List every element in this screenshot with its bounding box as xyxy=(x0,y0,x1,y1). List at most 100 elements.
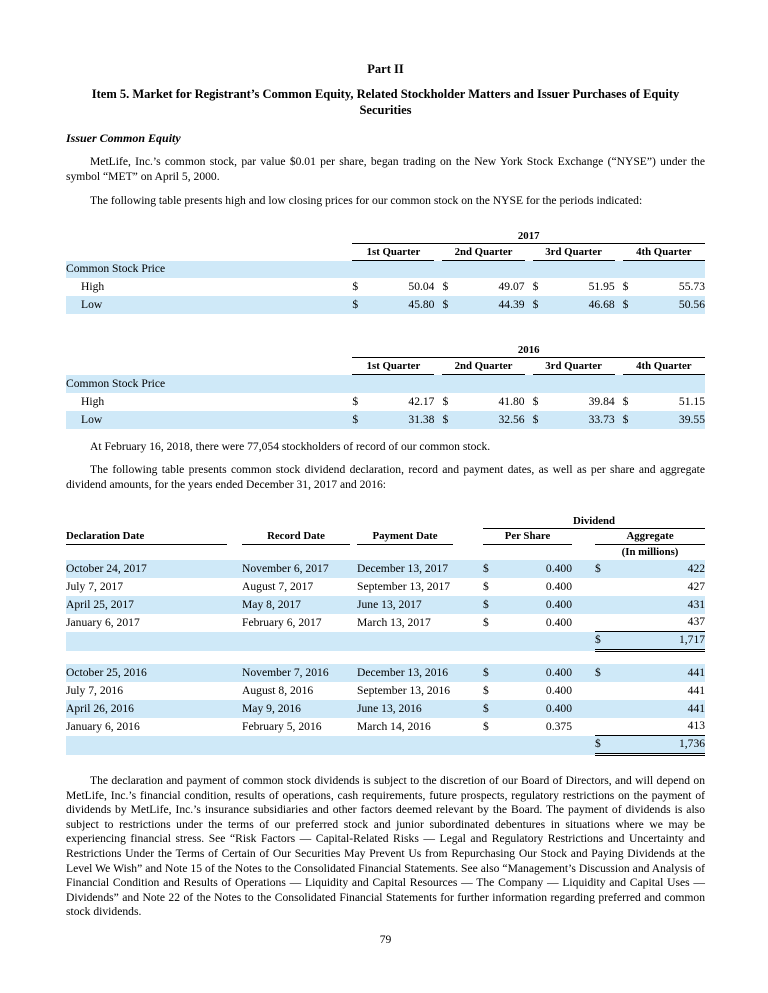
row-label: High xyxy=(81,394,105,408)
payment-date-cell: December 13, 2016 xyxy=(357,665,449,679)
declaration-date-cell: October 25, 2016 xyxy=(66,665,147,679)
payment-date-cell: September 13, 2016 xyxy=(357,683,451,697)
currency-symbol: $ xyxy=(595,665,601,679)
record-date-cell: February 6, 2017 xyxy=(242,615,322,629)
year-label: 2016 xyxy=(352,344,705,359)
currency-symbol: $ xyxy=(483,683,489,697)
quarter-header: 4th Quarter xyxy=(622,243,705,261)
year-label: 2017 xyxy=(352,229,705,244)
aggregate-value: 431 xyxy=(687,597,706,611)
per-share-value: 0.400 xyxy=(545,701,572,715)
record-date-cell: November 6, 2017 xyxy=(242,561,329,575)
price-value: 39.84 xyxy=(588,394,615,408)
declaration-date-cell: July 7, 2017 xyxy=(66,579,124,593)
declaration-date-cell: April 25, 2017 xyxy=(66,597,134,611)
payment-date-cell: March 13, 2017 xyxy=(357,615,431,629)
total-value: 1,736 xyxy=(611,735,706,757)
per-share-value: 0.400 xyxy=(545,683,572,697)
currency-symbol xyxy=(595,596,611,614)
declaration-date-cell: January 6, 2017 xyxy=(66,615,140,629)
declaration-date-cell: April 26, 2016 xyxy=(66,701,134,715)
price-value: 41.80 xyxy=(498,394,525,408)
price-value: 51.95 xyxy=(588,280,615,294)
price-value: 32.56 xyxy=(498,412,525,426)
aggregate-value: 441 xyxy=(687,683,706,697)
per-share-value: 0.400 xyxy=(545,665,572,679)
currency-symbol xyxy=(595,578,611,596)
payment-date-cell: June 13, 2016 xyxy=(357,701,422,715)
currency-symbol: $ xyxy=(442,280,449,294)
quarter-header: 1st Quarter xyxy=(352,357,435,376)
declaration-date-cell: October 24, 2017 xyxy=(66,561,147,575)
price-value: 42.17 xyxy=(408,394,435,408)
payment-date-cell: December 13, 2017 xyxy=(357,561,449,575)
currency-symbol: $ xyxy=(483,579,489,593)
price-value: 50.56 xyxy=(678,298,705,312)
currency-symbol: $ xyxy=(595,735,611,757)
currency-symbol: $ xyxy=(483,597,489,611)
item-heading: Item 5. Market for Registrant’s Common E… xyxy=(91,87,680,117)
column-header-per-share: Per Share xyxy=(483,528,572,546)
stock-price-table-2016: 2016 1st Quarter 2nd Quarter 3rd Quarter… xyxy=(66,344,705,429)
currency-symbol: $ xyxy=(483,561,489,575)
document-page: Part II Item 5. Market for Registrant’s … xyxy=(66,62,706,946)
price-value: 51.15 xyxy=(678,394,705,408)
currency-symbol: $ xyxy=(352,280,359,294)
total-value: 1,717 xyxy=(611,631,706,653)
para-stockholders: At February 16, 2018, there were 77,054 … xyxy=(90,439,491,453)
page-number: 79 xyxy=(379,933,392,946)
currency-symbol: $ xyxy=(622,280,629,294)
quarter-header: 4th Quarter xyxy=(622,357,705,376)
column-header-record-date: Record Date xyxy=(242,528,350,546)
currency-symbol xyxy=(595,614,611,632)
payment-date-cell: March 14, 2016 xyxy=(357,719,431,733)
currency-symbol: $ xyxy=(622,412,629,426)
column-header-payment-date: Payment Date xyxy=(357,528,453,546)
record-date-cell: February 5, 2016 xyxy=(242,719,322,733)
per-share-value: 0.400 xyxy=(545,579,572,593)
payment-date-cell: September 13, 2017 xyxy=(357,579,451,593)
quarter-header: 3rd Quarter xyxy=(532,243,615,261)
currency-symbol: $ xyxy=(442,394,449,408)
per-share-value: 0.375 xyxy=(545,719,572,733)
currency-symbol: $ xyxy=(352,394,359,408)
currency-symbol: $ xyxy=(352,412,359,426)
aggregate-value: 437 xyxy=(687,615,706,629)
price-value: 49.07 xyxy=(498,280,525,294)
part-title: Part II xyxy=(367,62,404,76)
price-value: 39.55 xyxy=(678,412,705,426)
row-label: Low xyxy=(81,298,103,312)
price-value: 44.39 xyxy=(498,298,525,312)
price-value: 45.80 xyxy=(408,298,435,312)
quarter-header: 2nd Quarter xyxy=(442,357,525,376)
currency-symbol: $ xyxy=(483,665,489,679)
price-value: 50.04 xyxy=(408,280,435,294)
price-value: 55.73 xyxy=(678,280,705,294)
payment-date-cell: June 13, 2017 xyxy=(357,597,422,611)
currency-symbol: $ xyxy=(442,298,449,312)
column-header-aggregate: Aggregate xyxy=(595,528,706,546)
stock-price-table-2017: 2017 1st Quarter 2nd Quarter 3rd Quarter… xyxy=(66,229,705,315)
price-value: 33.73 xyxy=(588,412,615,426)
currency-symbol: $ xyxy=(352,298,359,312)
currency-symbol: $ xyxy=(595,631,611,653)
aggregate-value: 422 xyxy=(687,561,706,575)
record-date-cell: August 7, 2017 xyxy=(242,579,314,593)
row-label: Low xyxy=(81,412,103,426)
units-note: (In millions) xyxy=(621,545,679,558)
currency-symbol: $ xyxy=(483,615,489,629)
record-date-cell: May 8, 2017 xyxy=(242,597,301,611)
currency-symbol xyxy=(595,718,611,736)
currency-symbol: $ xyxy=(483,719,489,733)
row-label: High xyxy=(81,280,105,294)
price-value: 46.68 xyxy=(588,298,615,312)
para-stock-intro: MetLife, Inc.’s common stock, par value … xyxy=(66,155,705,183)
para-table-intro: The following table presents high and lo… xyxy=(90,194,643,208)
currency-symbol: $ xyxy=(532,394,539,408)
currency-symbol: $ xyxy=(622,298,629,312)
quarter-header: 2nd Quarter xyxy=(442,243,525,261)
column-header-declaration-date: Declaration Date xyxy=(66,528,227,546)
currency-symbol: $ xyxy=(532,412,539,426)
currency-symbol: $ xyxy=(483,701,489,715)
currency-symbol: $ xyxy=(532,280,539,294)
